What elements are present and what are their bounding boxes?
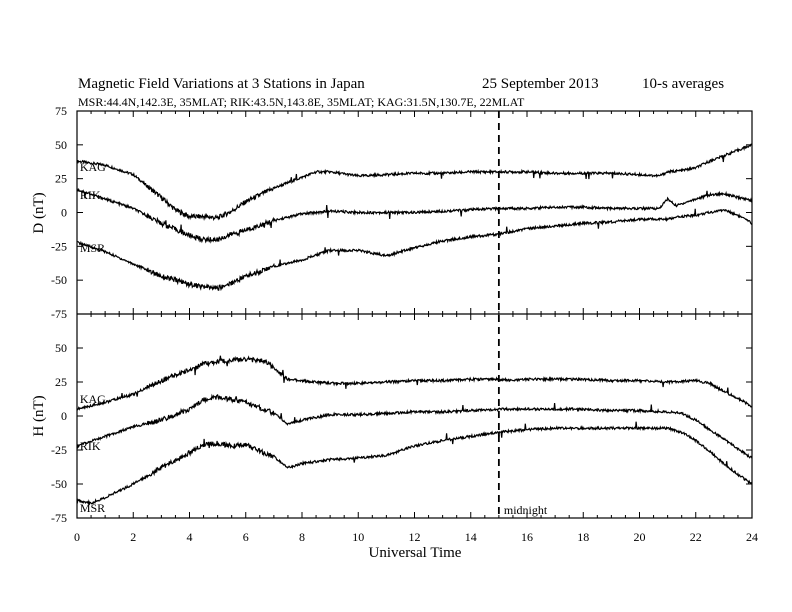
- h-ytick-label: 0: [61, 409, 67, 423]
- h-ylabel: H (nT): [31, 395, 47, 436]
- x-tick-label: 14: [465, 530, 477, 544]
- chart-title: Magnetic Field Variations at 3 Stations …: [78, 76, 365, 92]
- chart-subtitle: MSR:44.4N,142.3E, 35MLAT; RIK:43.5N,143.…: [78, 95, 525, 109]
- d-panel: 75 50 25 0 -25 -50 -75 KAG RIK MSR: [51, 104, 753, 321]
- d-label-msr: MSR: [80, 241, 105, 255]
- x-tick-label: 2: [130, 530, 136, 544]
- h-label-msr: MSR: [80, 501, 105, 515]
- d-ylabel: D (nT): [31, 192, 47, 233]
- x-tick-label: 6: [243, 530, 249, 544]
- x-tick-label: 22: [690, 530, 702, 544]
- h-ytick-label: -50: [51, 477, 67, 491]
- d-series-kag: [76, 143, 753, 222]
- d-ytick-label: 75: [55, 104, 67, 118]
- chart-date: 25 September 2013: [482, 76, 599, 92]
- d-ytick-label: -75: [51, 307, 67, 321]
- x-tick-label: 24: [746, 530, 758, 544]
- d-ytick-label: 50: [55, 138, 67, 152]
- h-panel: 50 25 0 -25 -50 -75 KAG RIK MSR: [51, 314, 753, 525]
- h-label-kag: KAG: [80, 392, 106, 406]
- h-ytick-label: -25: [51, 443, 67, 457]
- h-ytick-label: 50: [55, 341, 67, 355]
- h-series-msr: [76, 421, 753, 506]
- x-axis: 0 2 4 6 8 10 12 14 16 18 20 22 24: [74, 530, 758, 544]
- x-tick-label: 20: [634, 530, 646, 544]
- x-tick-label: 4: [187, 530, 193, 544]
- x-tick-label: 8: [299, 530, 305, 544]
- x-tick-label: 10: [352, 530, 364, 544]
- h-series-rik: [76, 393, 753, 459]
- h-ytick-label: 25: [55, 375, 67, 389]
- d-label-rik: RIK: [80, 188, 101, 202]
- h-ytick-label: -75: [51, 511, 67, 525]
- d-ytick-label: -50: [51, 273, 67, 287]
- x-tick-label: 12: [409, 530, 421, 544]
- x-tick-label: 0: [74, 530, 80, 544]
- d-ytick-label: 0: [61, 206, 67, 220]
- d-series-msr: [76, 208, 753, 292]
- d-ytick-label: -25: [51, 239, 67, 253]
- d-label-kag: KAG: [80, 160, 106, 174]
- h-series-kag: [76, 355, 753, 411]
- x-tick-label: 16: [521, 530, 533, 544]
- d-series-rik: [76, 187, 753, 244]
- x-tick-label: 18: [577, 530, 589, 544]
- midnight-label: midnight: [504, 503, 548, 517]
- x-axis-label: Universal Time: [369, 545, 462, 561]
- chart-averaging: 10-s averages: [642, 76, 724, 92]
- h-label-rik: RIK: [80, 439, 101, 453]
- d-ytick-label: 25: [55, 172, 67, 186]
